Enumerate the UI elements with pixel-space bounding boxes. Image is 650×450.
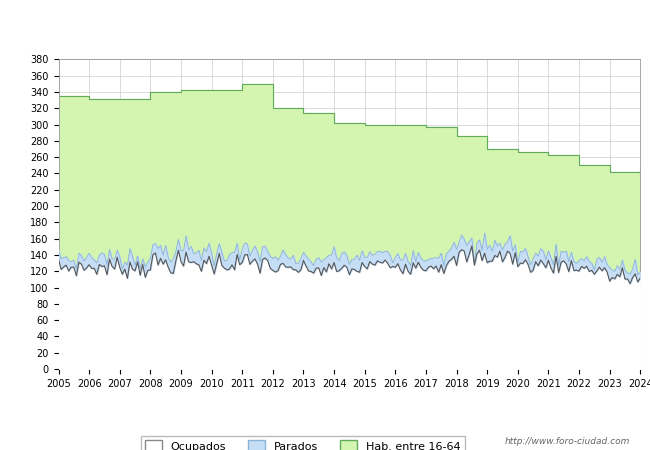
Legend: Ocupados, Parados, Hab. entre 16-64: Ocupados, Parados, Hab. entre 16-64	[140, 436, 465, 450]
Text: http://www.foro-ciudad.com: http://www.foro-ciudad.com	[505, 436, 630, 446]
Text: FORO-CIUDAD.COM: FORO-CIUDAD.COM	[213, 239, 486, 263]
Text: Villanueva de Sigena - Evolucion de la poblacion en edad de Trabajar Mayo de 202: Villanueva de Sigena - Evolucion de la p…	[77, 12, 573, 25]
